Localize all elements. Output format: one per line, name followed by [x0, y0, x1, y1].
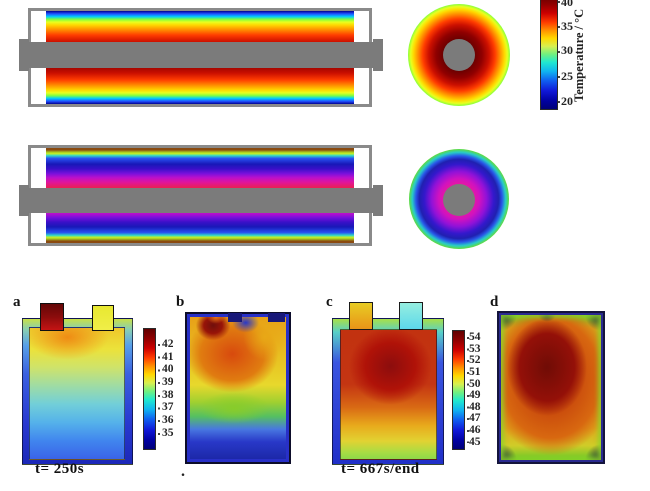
colorbar-a-tick-38: 38 — [162, 389, 174, 401]
mandrel-rod-2-left-cap — [19, 185, 29, 216]
temperature-axis-label: Temperature / °C — [572, 8, 586, 102]
colorbar-tick-40: 40 — [561, 0, 573, 9]
colorbar-c-tick-48: 48 — [469, 401, 481, 413]
infrared-d-thermal-image — [501, 315, 601, 460]
colorbar-a-tick-41: 41 — [162, 351, 174, 363]
colorbar-tick-20: 20 — [561, 94, 573, 108]
time-label-a: t= 250s — [35, 461, 85, 477]
colorbar-c-tick-47: 47 — [469, 412, 481, 424]
mandrel-disc-2 — [443, 184, 475, 216]
panel-d-label: d — [490, 294, 499, 310]
infrared-b-thermal-image — [190, 317, 286, 459]
colorbar-tick-30: 30 — [561, 43, 573, 57]
colorbar-a-tick-39: 39 — [162, 376, 174, 388]
colorbar-a-tick-35: 35 — [162, 427, 174, 439]
mandrel-rod-1 — [20, 42, 382, 68]
mandrel-rod-1-left-cap — [19, 39, 29, 71]
colorbar-a-tick-42: 42 — [162, 338, 174, 350]
pouch-a-thermal-body — [29, 327, 125, 460]
colorbar-tick-25: 25 — [561, 69, 573, 83]
colorbar-a-tick-40: 40 — [162, 363, 174, 375]
colorbar-c-tick-51: 51 — [469, 366, 481, 378]
colorbar-a-ticks — [158, 344, 160, 440]
colorbar-c-tick-53: 53 — [469, 343, 481, 355]
pouch-a-right-tab — [92, 305, 114, 331]
infrared-b-tab-notch-1 — [228, 313, 242, 322]
pouch-c-thermal-body — [340, 329, 437, 460]
mandrel-rod-1-right-cap — [373, 39, 383, 71]
pouch-a-left-tab — [40, 303, 64, 331]
colorbar-c-tick-52: 52 — [469, 354, 481, 366]
period-dot: . — [181, 463, 185, 480]
infrared-b-tab-notch-2 — [268, 313, 285, 322]
colorbar-c-tick-50: 50 — [469, 378, 481, 390]
colorbar-a-tick-37: 37 — [162, 401, 174, 413]
colorbar-a — [143, 328, 156, 450]
mandrel-rod-2 — [20, 188, 382, 213]
panel-b-label: b — [176, 294, 185, 310]
panel-a-label: a — [13, 294, 21, 310]
colorbar-c — [452, 330, 465, 450]
panel-c-label: c — [326, 294, 333, 310]
colorbar-c-tick-49: 49 — [469, 389, 481, 401]
temperature-colorbar-ticks — [558, 1, 560, 105]
colorbar-c-tick-54: 54 — [469, 331, 481, 343]
colorbar-c-tick-45: 45 — [469, 436, 481, 448]
colorbar-c-tick-46: 46 — [469, 424, 481, 436]
mandrel-disc-1 — [443, 39, 475, 71]
colorbar-a-tick-36: 36 — [162, 414, 174, 426]
pouch-c-right-tab — [399, 302, 423, 330]
mandrel-rod-2-right-cap — [373, 185, 383, 216]
colorbar-tick-35: 35 — [561, 19, 573, 33]
time-label-c: t= 667s/end — [341, 461, 420, 477]
pouch-c-left-tab — [349, 302, 373, 330]
colorbar-c-ticks — [467, 337, 469, 443]
temperature-colorbar — [540, 0, 558, 110]
